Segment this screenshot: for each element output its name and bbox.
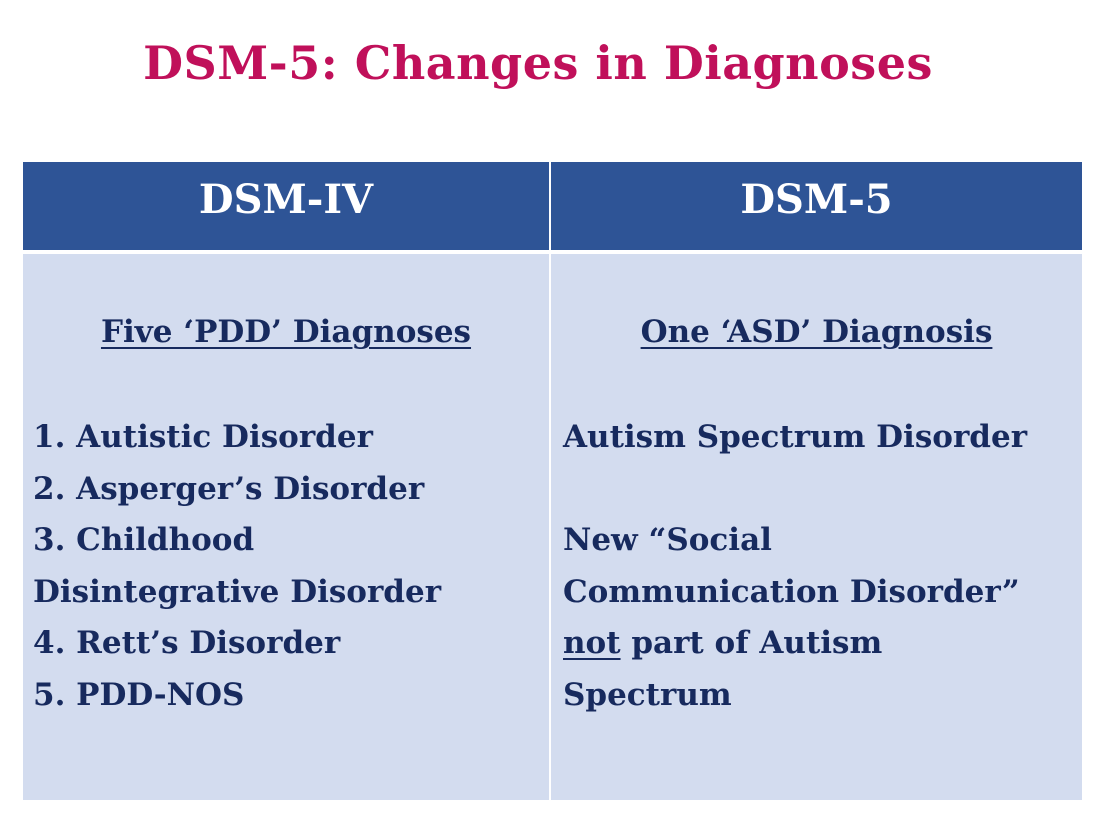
comparison-table: DSM-IV DSM-5 Five ‘PDD’ Diagnoses 1. Aut… xyxy=(23,162,1082,800)
not-emphasis: not xyxy=(563,625,621,661)
dsm-iv-diagnosis-list: 1. Autistic Disorder 2. Asperger’s Disor… xyxy=(33,412,441,721)
list-item: 5. PDD-NOS xyxy=(33,676,245,713)
slide-title: DSM-5: Changes in Diagnoses xyxy=(143,36,933,90)
column-header-dsm-5: DSM-5 xyxy=(551,162,1082,250)
dsm-5-subheading: One ‘ASD’ Diagnosis xyxy=(640,314,993,350)
scd-line-2: Communication Disorder” xyxy=(563,573,1020,610)
dsm-iv-cell: Five ‘PDD’ Diagnoses 1. Autistic Disorde… xyxy=(23,254,549,800)
list-item: 2. Asperger’s Disorder xyxy=(33,470,425,507)
asd-diagnosis-line: Autism Spectrum Disorder xyxy=(563,419,1028,455)
scd-line-4: Spectrum xyxy=(563,676,732,713)
dsm-5-cell: One ‘ASD’ Diagnosis Autism Spectrum Diso… xyxy=(551,254,1082,800)
scd-line-3-rest: part of Autism xyxy=(620,625,883,661)
spacer xyxy=(563,464,1027,516)
dsm-iv-subheading: Five ‘PDD’ Diagnoses xyxy=(100,314,472,350)
dsm-5-text: Autism Spectrum Disorder New “Social Com… xyxy=(563,412,1027,721)
scd-line-1: New “Social xyxy=(563,522,772,558)
list-item: 3. Childhood xyxy=(33,522,255,558)
column-header-dsm-iv: DSM-IV xyxy=(23,162,549,250)
list-item: Disintegrative Disorder xyxy=(33,573,442,610)
list-item: 4. Rett’s Disorder xyxy=(33,625,341,661)
scd-line-3: not part of Autism xyxy=(563,618,1027,670)
list-item: 1. Autistic Disorder xyxy=(33,419,373,455)
